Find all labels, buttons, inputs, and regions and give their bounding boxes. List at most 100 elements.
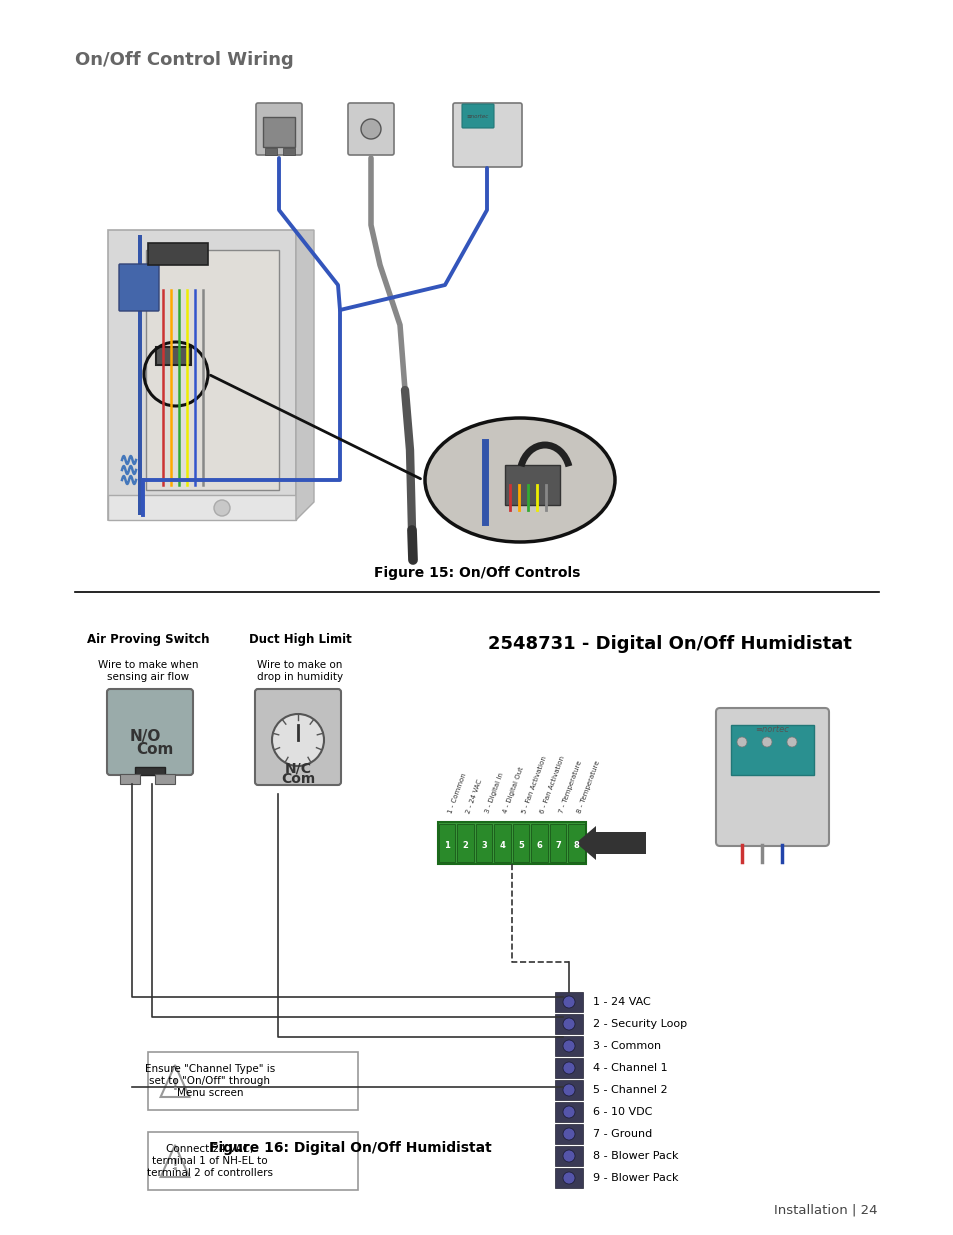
Circle shape <box>786 737 796 747</box>
Text: 8: 8 <box>573 841 578 851</box>
Bar <box>555 1146 582 1166</box>
Bar <box>438 824 455 862</box>
Bar <box>265 148 276 156</box>
Circle shape <box>562 1150 575 1162</box>
Bar <box>138 235 142 515</box>
FancyArrow shape <box>576 826 645 860</box>
Text: 9 - Blower Pack: 9 - Blower Pack <box>593 1173 678 1183</box>
Text: 1 - 24 VAC: 1 - 24 VAC <box>593 997 650 1007</box>
Text: 1 - Common: 1 - Common <box>447 772 467 814</box>
FancyBboxPatch shape <box>461 104 494 128</box>
Circle shape <box>360 119 380 140</box>
Text: Air Proving Switch: Air Proving Switch <box>87 634 209 646</box>
Circle shape <box>761 737 771 747</box>
Text: 6 - 10 VDC: 6 - 10 VDC <box>593 1107 652 1116</box>
Text: Figure 15: On/Off Controls: Figure 15: On/Off Controls <box>374 566 579 580</box>
Text: On/Off Control Wiring: On/Off Control Wiring <box>75 51 294 69</box>
Text: Figure 16: Digital On/Off Humidistat: Figure 16: Digital On/Off Humidistat <box>209 1141 491 1155</box>
Bar <box>148 243 208 266</box>
Text: N/C: N/C <box>284 762 312 776</box>
Bar <box>555 1058 582 1078</box>
FancyBboxPatch shape <box>730 725 813 776</box>
Circle shape <box>213 500 230 516</box>
Bar <box>555 1014 582 1034</box>
Bar <box>555 1079 582 1100</box>
Text: Ensure "Channel Type" is
set to "On/Off" through
Menu screen: Ensure "Channel Type" is set to "On/Off"… <box>145 1065 274 1098</box>
FancyBboxPatch shape <box>107 689 193 776</box>
Text: 6 - Fan Activation: 6 - Fan Activation <box>539 755 566 814</box>
FancyBboxPatch shape <box>453 103 521 167</box>
Bar <box>283 148 294 156</box>
Circle shape <box>272 714 324 766</box>
Bar <box>135 767 165 776</box>
FancyBboxPatch shape <box>108 230 295 520</box>
Text: ≡nortec: ≡nortec <box>466 114 489 119</box>
FancyBboxPatch shape <box>148 1052 357 1110</box>
Text: 2 - 24 VAC: 2 - 24 VAC <box>465 778 483 814</box>
Text: !: ! <box>172 1157 178 1172</box>
Text: 4: 4 <box>499 841 505 851</box>
Text: 7 - Temperature: 7 - Temperature <box>558 760 582 814</box>
Bar <box>154 774 174 784</box>
Circle shape <box>562 1128 575 1140</box>
Bar <box>263 117 294 147</box>
Bar <box>555 1124 582 1144</box>
Text: 5: 5 <box>517 841 523 851</box>
Circle shape <box>562 1107 575 1118</box>
Bar <box>555 992 582 1011</box>
Bar <box>568 824 584 862</box>
Text: 3 - Digital In: 3 - Digital In <box>484 772 504 814</box>
FancyBboxPatch shape <box>255 103 302 156</box>
Text: N/O: N/O <box>130 730 160 745</box>
Polygon shape <box>295 230 314 520</box>
Circle shape <box>562 1172 575 1184</box>
Circle shape <box>562 1062 575 1074</box>
FancyBboxPatch shape <box>254 689 340 785</box>
Circle shape <box>562 995 575 1008</box>
Text: !: ! <box>172 1077 178 1093</box>
Text: Installation | 24: Installation | 24 <box>774 1203 877 1216</box>
Text: 2: 2 <box>462 841 468 851</box>
Text: 4 - Channel 1: 4 - Channel 1 <box>593 1063 667 1073</box>
Text: 4 - Digital Out: 4 - Digital Out <box>502 766 524 814</box>
Circle shape <box>562 1040 575 1052</box>
Bar <box>120 774 140 784</box>
Text: 5 - Channel 2: 5 - Channel 2 <box>593 1086 667 1095</box>
FancyBboxPatch shape <box>119 264 159 311</box>
Text: 6: 6 <box>536 841 542 851</box>
Text: 2 - Security Loop: 2 - Security Loop <box>593 1019 686 1029</box>
Text: Com: Com <box>280 772 314 785</box>
FancyBboxPatch shape <box>148 1132 357 1191</box>
Text: 2548731 - Digital On/Off Humidistat: 2548731 - Digital On/Off Humidistat <box>488 635 851 653</box>
Bar <box>476 824 492 862</box>
Text: 1: 1 <box>443 841 450 851</box>
Text: Connect 24 VAC,
terminal 1 of NH-EL to
terminal 2 of controllers: Connect 24 VAC, terminal 1 of NH-EL to t… <box>147 1145 273 1178</box>
Bar <box>504 466 559 505</box>
FancyBboxPatch shape <box>108 495 295 520</box>
Text: 3 - Common: 3 - Common <box>593 1041 660 1051</box>
Circle shape <box>562 1018 575 1030</box>
Text: Com: Com <box>136 742 173 757</box>
Text: 8 - Temperature: 8 - Temperature <box>577 760 600 814</box>
Polygon shape <box>160 1065 190 1097</box>
Bar <box>555 1102 582 1123</box>
Bar <box>555 1168 582 1188</box>
FancyBboxPatch shape <box>716 708 828 846</box>
Bar <box>531 824 547 862</box>
FancyBboxPatch shape <box>348 103 394 156</box>
Bar <box>146 249 278 490</box>
Polygon shape <box>160 1145 190 1177</box>
Text: 7 - Ground: 7 - Ground <box>593 1129 652 1139</box>
Circle shape <box>562 1084 575 1095</box>
Bar <box>437 823 585 864</box>
Text: Duct High Limit: Duct High Limit <box>249 634 351 646</box>
Text: 8 - Blower Pack: 8 - Blower Pack <box>593 1151 678 1161</box>
Text: Wire to make on
drop in humidity: Wire to make on drop in humidity <box>256 659 343 682</box>
Bar <box>494 824 511 862</box>
Text: ≡nortec: ≡nortec <box>754 725 788 735</box>
Bar <box>457 824 474 862</box>
Text: Wire to make when
sensing air flow: Wire to make when sensing air flow <box>97 659 198 682</box>
Circle shape <box>737 737 746 747</box>
Bar <box>555 1036 582 1056</box>
Text: 3: 3 <box>480 841 486 851</box>
